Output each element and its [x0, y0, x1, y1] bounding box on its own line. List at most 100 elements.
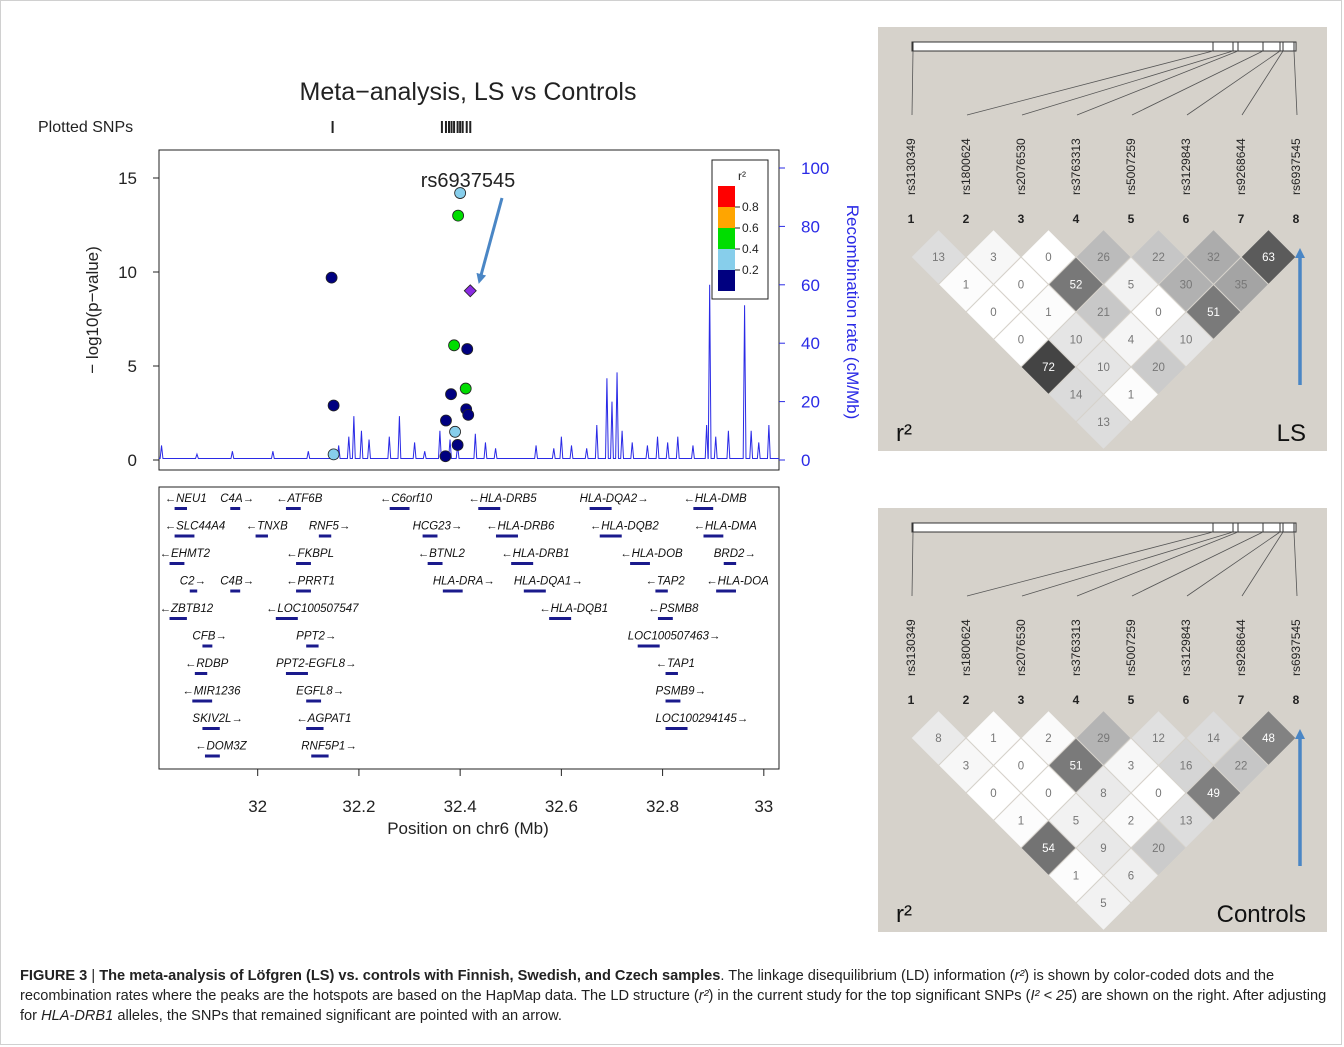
gene-label: ←NEU1 [165, 493, 207, 505]
ld-cell-value: 0 [990, 788, 996, 800]
ld-connector [1186, 50, 1281, 116]
plot-area [158, 149, 780, 471]
x-tick-label: 33 [754, 797, 773, 816]
gene-label: ←HLA-DRB1 [501, 548, 569, 560]
caption-text-1: . The linkage disequilibrium (LD) inform… [720, 968, 1015, 984]
gene-label: ←PRRT1 [286, 576, 335, 588]
ld-cell-value: 16 [1180, 761, 1193, 773]
ld-r2-label: r² [896, 901, 912, 928]
gene-label: ←HLA-DQB2 [590, 521, 660, 533]
gene-label: ←HLA-DMA [693, 521, 757, 533]
ld-cell-value: 51 [1207, 307, 1220, 319]
ld-cell-value: 8 [935, 733, 941, 745]
snp-point [448, 339, 460, 352]
gene-label: ←HLA-DOB [620, 548, 683, 560]
ld-snp-index: 5 [1128, 212, 1135, 226]
gene-body [255, 534, 268, 538]
ld-cell [1075, 393, 1132, 451]
ld-cell-value: 52 [1070, 280, 1083, 292]
ld-snp-index: 7 [1238, 212, 1245, 226]
gene-label: ←TNXB [246, 521, 288, 533]
legend-swatch [718, 228, 735, 249]
gene-track-genes: ←NEU1 C4A→ ←ATF6B ←C6orf10 ←HLA-DRB5 HLA-DQA2… [160, 493, 769, 758]
ld-cell-value: 54 [1042, 843, 1055, 855]
ld-cell-value: 13 [932, 252, 945, 264]
ld-snp-name: rs2076530 [1014, 138, 1028, 195]
ld-connector [1131, 531, 1264, 597]
gene-label: ←DOM3Z [195, 741, 248, 753]
caption-gene: HLA-DRB1 [41, 1008, 114, 1024]
y2-axis-label: Recombination rate (cM/Mb) [843, 205, 862, 419]
gene-label: ←RDBP [185, 658, 229, 670]
gene-track [158, 486, 780, 770]
ld-connector [966, 531, 1214, 597]
legend-swatch [718, 186, 735, 207]
ld-connector [1293, 531, 1298, 597]
ld-snp-index: 7 [1238, 693, 1245, 707]
ld-snp-name: rs3130349 [904, 619, 918, 676]
snp-point [459, 382, 472, 395]
gene-label: LOC100507463→ [628, 631, 721, 643]
ld-cell-value: 1 [1073, 871, 1079, 883]
ld-cell-value: 20 [1152, 843, 1165, 855]
ld-cell-value: 13 [1097, 417, 1110, 429]
ld-cell-value: 4 [1128, 335, 1135, 347]
y-tick-label: 10 [118, 263, 137, 282]
ld-cell-value: 6 [1128, 871, 1134, 883]
ld-cell-value: 22 [1235, 761, 1248, 773]
ld-snp-name: rs3129843 [1179, 138, 1193, 195]
x-tick-label: 32 [248, 797, 267, 816]
ld-cell-value: 14 [1070, 390, 1083, 402]
ld-snp-name: rs3129843 [1179, 619, 1193, 676]
ld-cell-value: 0 [1018, 335, 1024, 347]
snp-point [327, 448, 340, 461]
legend-label: 0.2 [742, 263, 759, 277]
y2-tick-label: 0 [801, 451, 810, 470]
caption-text-2: ) is shown by color-coded dots and the r… [20, 968, 1275, 1004]
gene-body [306, 644, 319, 648]
gene-body [478, 507, 501, 510]
caption-text-3: ) in the current study for the top signi… [708, 988, 1031, 1004]
ld-heatmap-ls: rs3130349 1 rs1800624 2 rs2076530 3 rs3763313 4… [878, 27, 1327, 451]
ld-snp-index: 6 [1183, 212, 1190, 226]
gene-body [657, 617, 673, 620]
gene-body [495, 534, 518, 538]
legend-swatch [718, 249, 735, 270]
ld-cell-value: 26 [1097, 252, 1110, 264]
ld-snp-name: rs3130349 [904, 138, 918, 195]
gene-label: C2→ [180, 576, 206, 588]
ld-connector [1241, 531, 1284, 597]
gene-body [194, 672, 208, 675]
caption-r2-1: r² [1014, 968, 1025, 984]
legend-label: 0.6 [742, 221, 759, 235]
x-tick-label: 32.4 [444, 797, 477, 816]
ld-cell-value: 5 [1100, 898, 1106, 910]
gene-label: C4B→ [220, 576, 254, 588]
gene-body [665, 672, 678, 675]
gene-label: PSMB9→ [656, 686, 707, 698]
gene-body [202, 644, 213, 648]
y2-tick-label: 20 [801, 393, 820, 412]
gene-body [189, 589, 198, 593]
gene-label: ←LOC100507547 [266, 603, 359, 615]
ld-cell-value: 29 [1097, 733, 1110, 745]
snp-point [325, 271, 338, 284]
ld-cell-value: 0 [1045, 788, 1051, 800]
gene-label: ←SLC44A4 [165, 521, 226, 533]
snp-point [462, 408, 475, 421]
gene-body [169, 562, 185, 565]
gene-label: ←HLA-DOA [706, 576, 769, 588]
gene-label: ←TAP2 [645, 576, 685, 588]
y-tick-label: 15 [118, 169, 137, 188]
gene-body [285, 507, 301, 510]
gene-label: ←AGPAT1 [296, 713, 351, 725]
ld-cell-value: 1 [1045, 307, 1051, 319]
snp-point [439, 450, 452, 463]
ld-cell-value: 3 [990, 252, 996, 264]
ld-connector [1021, 50, 1234, 116]
ld-connector [1241, 50, 1284, 116]
lead-snp-label: rs6937545 [421, 170, 516, 192]
x-tick-label: 32.8 [646, 797, 679, 816]
ld-connector [1186, 531, 1281, 597]
caption-title: The meta-analysis of Löfgren (LS) vs. co… [99, 968, 721, 984]
